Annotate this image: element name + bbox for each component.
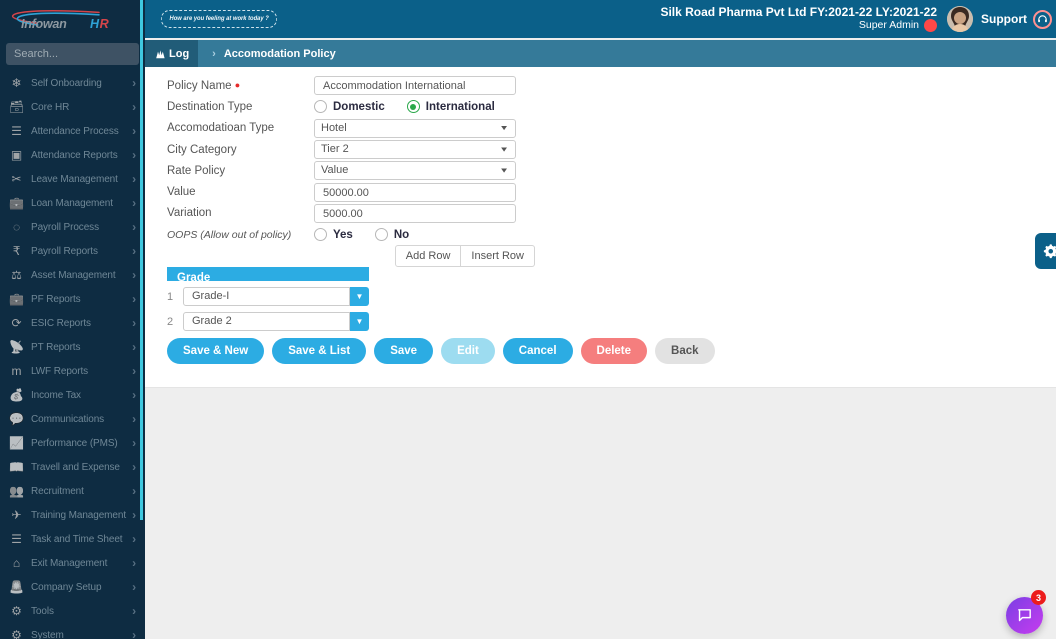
svg-text:H: H bbox=[90, 17, 100, 31]
svg-text:R: R bbox=[100, 17, 110, 31]
svg-text:Infowan: Infowan bbox=[21, 17, 67, 31]
